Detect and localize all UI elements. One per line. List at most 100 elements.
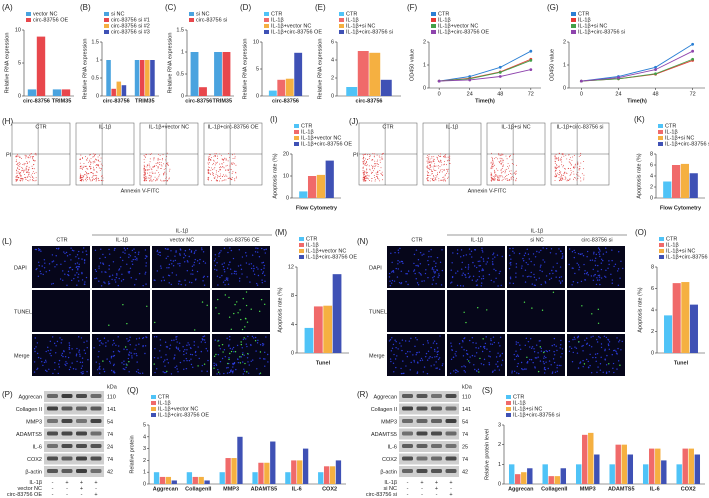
nucleus (144, 273, 146, 275)
event (216, 171, 218, 173)
nucleus (223, 247, 226, 250)
event (16, 170, 18, 172)
event (427, 167, 429, 169)
nucleus (103, 370, 106, 373)
event (219, 169, 221, 171)
nucleus (203, 284, 206, 286)
nucleus (107, 283, 110, 285)
nucleus (133, 284, 136, 286)
nucleus (591, 259, 594, 261)
nucleus (472, 275, 475, 278)
row-label: Merge (369, 353, 385, 359)
bar (111, 88, 116, 96)
nucleus (55, 352, 57, 354)
event (447, 168, 449, 170)
event (213, 168, 215, 170)
nucleus (98, 267, 100, 269)
bar (335, 460, 342, 484)
nucleus (490, 338, 492, 340)
band (61, 469, 73, 473)
nucleus (118, 351, 121, 353)
band (402, 456, 413, 461)
nucleus (204, 262, 207, 264)
nucleus (616, 270, 619, 272)
nucleus (454, 353, 456, 355)
nucleus (449, 372, 452, 375)
event (96, 172, 98, 174)
nucleus (572, 351, 574, 354)
event (429, 180, 431, 182)
event (512, 175, 514, 177)
event (207, 163, 209, 165)
nucleus (245, 255, 248, 257)
nucleus (580, 253, 582, 256)
nucleus (247, 335, 249, 338)
event (362, 168, 364, 169)
nucleus (176, 368, 178, 370)
nucleus (73, 250, 75, 252)
nucleus (166, 358, 168, 361)
nucleus (145, 256, 148, 258)
nucleus (78, 263, 80, 265)
event (16, 155, 18, 157)
y-tick-label: 10 (283, 173, 289, 179)
nucleus (228, 344, 230, 346)
nucleus (616, 353, 618, 355)
bar (268, 90, 277, 96)
nucleus (498, 369, 501, 371)
nucleus (184, 349, 186, 351)
nucleus (183, 368, 185, 370)
event (151, 169, 153, 171)
nucleus (118, 277, 120, 280)
legend-label: IL-1β+vector NC (438, 23, 478, 29)
event (20, 158, 22, 160)
event (510, 177, 512, 179)
bar (307, 176, 317, 198)
nucleus (128, 256, 130, 259)
nucleus (253, 273, 256, 276)
event (434, 165, 436, 167)
protein-label: β-actin (25, 470, 42, 476)
event (33, 160, 35, 162)
event (449, 163, 451, 164)
event (364, 176, 366, 178)
nucleus (407, 283, 409, 286)
nucleus (533, 348, 535, 350)
nucleus (40, 357, 42, 360)
legend-label: vector NC (33, 11, 57, 17)
event (508, 167, 509, 169)
nucleus (542, 259, 544, 261)
x-axis-label: Time(h) (475, 98, 495, 104)
nucleus (43, 361, 46, 364)
event (23, 171, 24, 173)
event (494, 179, 496, 181)
event (444, 155, 446, 157)
legend-swatch (299, 243, 304, 247)
event (21, 178, 23, 180)
event (82, 157, 84, 159)
nucleus (86, 340, 88, 342)
nucleus (530, 359, 533, 361)
event (152, 165, 154, 167)
event (209, 159, 211, 161)
event (509, 178, 511, 180)
event (556, 165, 558, 167)
nucleus (64, 273, 66, 275)
event (144, 166, 146, 168)
event (502, 165, 504, 167)
nucleus (480, 256, 482, 259)
event (367, 172, 369, 174)
event (85, 171, 87, 173)
event (148, 174, 150, 176)
nucleus (482, 258, 485, 260)
tunel-signal (247, 352, 249, 355)
nucleus (53, 342, 56, 345)
event (143, 161, 145, 163)
nucleus (439, 261, 442, 264)
nucleus (99, 344, 101, 346)
nucleus (619, 277, 621, 279)
event (93, 174, 94, 176)
nucleus (107, 281, 110, 283)
tunel-signal (245, 291, 248, 293)
nucleus (461, 346, 463, 348)
